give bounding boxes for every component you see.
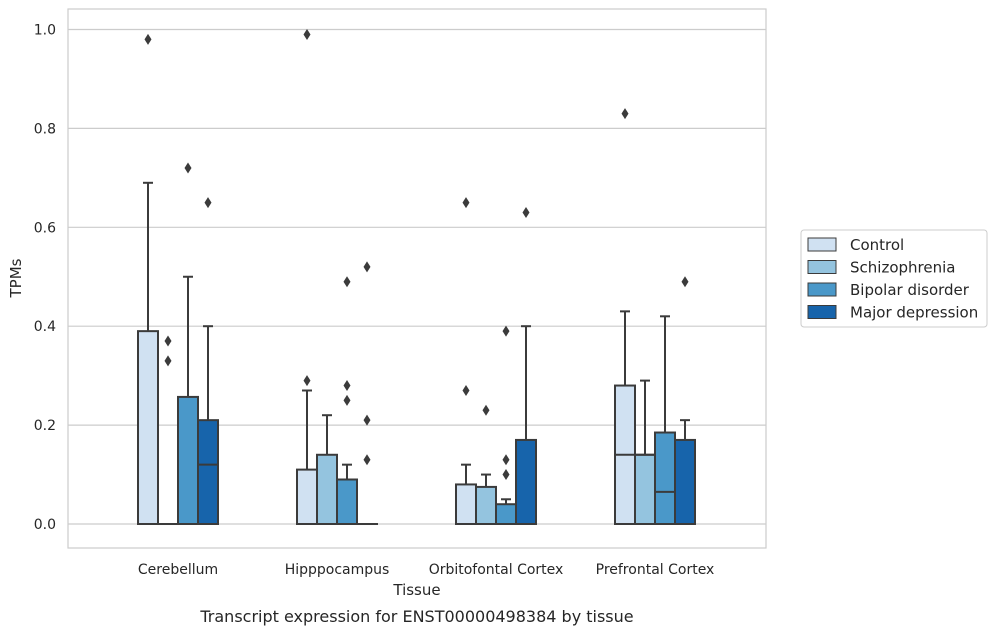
y-tick-label: 0.2 bbox=[34, 418, 56, 434]
y-tick-label: 1.0 bbox=[34, 23, 56, 39]
outlier-point bbox=[184, 162, 192, 174]
outlier-point bbox=[462, 384, 470, 396]
box-major-depression-1 bbox=[356, 261, 378, 526]
box-rect bbox=[634, 453, 656, 525]
box-bipolar-disorder-3 bbox=[654, 315, 676, 525]
outlier-point bbox=[681, 276, 689, 288]
box-schizophrenia-1 bbox=[316, 414, 338, 525]
legend-swatch bbox=[807, 260, 837, 274]
y-tick-label: 0.0 bbox=[34, 517, 56, 533]
box-major-depression-0 bbox=[197, 197, 219, 525]
box-rect bbox=[654, 431, 676, 525]
box-major-depression-2 bbox=[515, 206, 537, 525]
outlier-point bbox=[482, 404, 490, 416]
legend-label: Control bbox=[850, 236, 904, 254]
y-tick-label: 0.4 bbox=[34, 319, 56, 335]
box-rect bbox=[177, 395, 199, 526]
x-tick-label: Cerebellum bbox=[138, 562, 218, 578]
outlier-point bbox=[502, 325, 510, 337]
box-control-0 bbox=[137, 33, 159, 525]
outlier-point bbox=[363, 261, 371, 273]
box-control-2 bbox=[455, 197, 477, 526]
box-rect bbox=[197, 419, 219, 525]
box-bipolar-disorder-1 bbox=[336, 276, 358, 525]
outlier-point bbox=[522, 206, 530, 218]
legend-swatch bbox=[807, 282, 837, 297]
outlier-point bbox=[502, 469, 510, 481]
box-schizophrenia-3 bbox=[634, 379, 656, 525]
plot-frame bbox=[67, 8, 767, 549]
y-axis-label: TPMs bbox=[7, 258, 25, 298]
legend-swatch bbox=[807, 237, 837, 252]
x-tick-labels: Cerebellum Hipppocampus Orbitofontal Corte… bbox=[138, 562, 714, 578]
outlier-point bbox=[363, 454, 371, 466]
x-tick-label: Hipppocampus bbox=[285, 562, 390, 578]
legend-label: Major depression bbox=[850, 304, 978, 322]
legend-entry: Bipolar disorder bbox=[807, 281, 970, 299]
outlier-point bbox=[303, 28, 311, 40]
outlier-point bbox=[164, 355, 172, 367]
box-rect bbox=[137, 330, 159, 525]
chart-caption: Transcript expression for ENST0000049838… bbox=[199, 607, 633, 626]
box-control-3 bbox=[614, 108, 636, 526]
outlier-point bbox=[502, 454, 510, 466]
outlier-point bbox=[363, 414, 371, 426]
box-control-1 bbox=[296, 28, 318, 526]
y-tick-label: 0.8 bbox=[34, 121, 56, 137]
outlier-point bbox=[462, 197, 470, 209]
boxes bbox=[137, 28, 696, 526]
box-rect bbox=[515, 438, 537, 525]
legend-swatch bbox=[807, 305, 837, 319]
box-rect bbox=[475, 485, 497, 526]
box-bipolar-disorder-0 bbox=[177, 162, 199, 526]
outlier-point bbox=[303, 375, 311, 387]
box-rect bbox=[455, 483, 477, 526]
outlier-point bbox=[343, 276, 351, 288]
y-tick-label: 0.6 bbox=[34, 220, 56, 236]
box-rect bbox=[316, 453, 338, 525]
legend-frame bbox=[800, 229, 988, 328]
box-rect bbox=[296, 468, 318, 526]
box-rect bbox=[336, 478, 358, 525]
legend-entry: Schizophrenia bbox=[807, 259, 955, 277]
legend-label: Schizophrenia bbox=[850, 259, 955, 277]
outlier-point bbox=[343, 394, 351, 406]
x-tick-label: Prefrontal Cortex bbox=[596, 562, 715, 578]
box-schizophrenia-0 bbox=[157, 335, 179, 526]
outlier-point bbox=[144, 33, 152, 45]
box-rect bbox=[674, 438, 696, 525]
x-tick-label: Orbitofontal Cortex bbox=[429, 562, 564, 578]
legend: Control Schizophrenia Bipolar disorder Majo… bbox=[800, 229, 988, 328]
x-axis-label: Tissue bbox=[392, 581, 440, 599]
y-tick-labels: 0.0 0.2 0.4 0.6 0.8 1.0 bbox=[34, 23, 56, 534]
legend-label: Bipolar disorder bbox=[850, 281, 970, 299]
outlier-point bbox=[621, 108, 629, 120]
outlier-point bbox=[204, 197, 212, 209]
legend-entry: Major depression bbox=[807, 304, 978, 322]
box-bipolar-disorder-2 bbox=[495, 325, 517, 526]
legend-entry: Control bbox=[807, 236, 904, 254]
box-schizophrenia-2 bbox=[475, 404, 497, 526]
outlier-point bbox=[343, 380, 351, 392]
box-rect bbox=[495, 503, 517, 526]
outlier-point bbox=[164, 335, 172, 347]
box-major-depression-3 bbox=[674, 276, 696, 525]
